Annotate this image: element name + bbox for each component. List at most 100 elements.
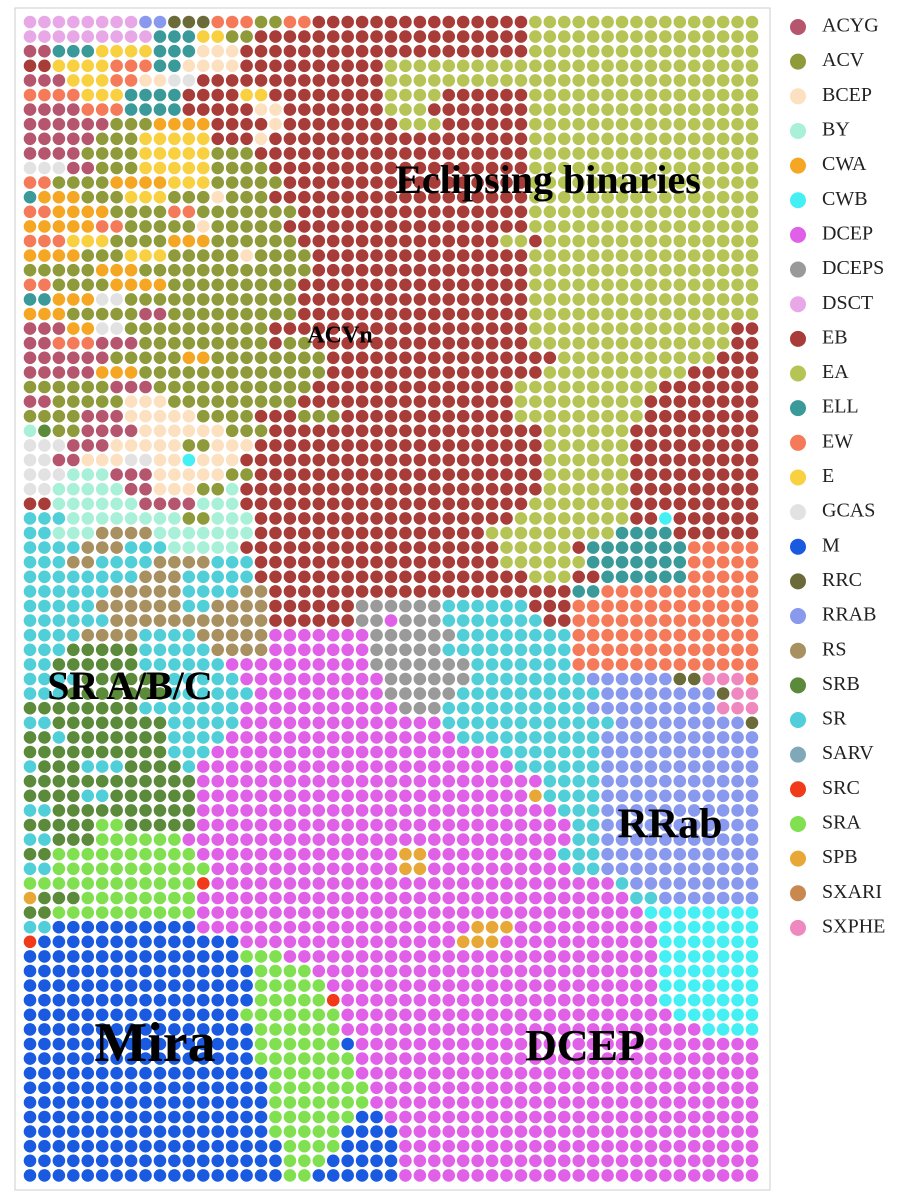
cell-dot [399,789,412,803]
cell-dot [168,789,181,803]
cell-dot [298,1052,311,1065]
cell-dot [312,249,326,262]
cell-dot [81,818,95,832]
cell-dot [341,409,354,423]
cell-dot [124,993,138,1007]
cell-dot [442,745,456,759]
cell-dot [673,103,687,116]
cell-dot [630,789,643,803]
cell-dot [485,1096,499,1109]
cell-dot [586,1023,600,1036]
cell-dot [687,351,701,365]
cell-dot [326,658,340,671]
cell-dot [557,1125,571,1138]
cell-dot [153,176,167,189]
cell-dot [745,132,759,146]
cell-dot [687,220,701,233]
cell-dot [471,643,484,657]
cell-dot [673,88,687,102]
cell-dot [341,336,354,350]
cell-dot [355,44,369,58]
cell-dot [586,15,600,29]
cell-dot [139,59,152,73]
cell-dot [630,950,643,963]
cell-dot [630,351,643,365]
cell-dot [298,979,311,992]
cell-dot [355,877,369,890]
cell-dot [81,716,95,730]
cell-dot [81,906,95,919]
cell-dot [615,1008,629,1022]
cell-dot [211,833,225,846]
cell-dot [153,643,167,657]
cell-dot [543,497,557,511]
cell-dot [124,1081,138,1095]
cell-dot [500,920,513,934]
cell-dot [211,74,225,87]
cell-dot [67,1037,80,1051]
cell-dot [442,672,456,686]
cell-dot [182,117,196,131]
cell-dot [384,877,398,890]
cell-dot [442,614,456,627]
cell-dot [716,979,730,992]
cell-dot [312,380,326,394]
cell-dot [428,628,441,642]
cell-dot [413,190,427,204]
cell-dot [514,1154,528,1168]
cell-dot [211,935,225,949]
cell-dot [514,336,528,350]
cell-dot [341,541,354,554]
cell-dot [514,1066,528,1080]
cell-dot [543,804,557,817]
cell-dot [370,366,383,379]
cell-dot [254,847,268,861]
cell-dot [673,278,687,292]
cell-dot [557,789,571,803]
cell-dot [153,716,167,730]
cell-dot [543,745,557,759]
cell-dot [312,760,326,773]
cell-dot [355,672,369,686]
cell-dot [572,643,586,657]
cell-dot [370,818,383,832]
cell-dot [384,1139,398,1153]
cell-dot [745,1023,759,1036]
cell-dot [644,234,658,248]
cell-dot [428,512,441,525]
cell-dot [341,395,354,408]
cell-dot [298,833,311,846]
cell-dot [341,1139,354,1153]
cell-dot [355,497,369,511]
cell-dot [168,731,181,744]
cell-dot [168,482,181,496]
cell-dot [341,453,354,467]
cell-dot [52,234,66,248]
cell-dot [731,789,744,803]
cell-dot [644,132,658,146]
cell-dot [168,497,181,511]
cell-dot [514,774,528,788]
cell-dot [52,643,66,657]
cell-dot [240,117,253,131]
cell-dot [139,15,152,29]
cell-dot [456,336,470,350]
cell-dot [557,512,571,525]
cell-dot [716,585,730,598]
cell-dot [716,293,730,306]
cell-dot [471,220,484,233]
cell-dot [673,993,687,1007]
cell-dot [456,993,470,1007]
cell-dot [67,44,80,58]
cell-dot [326,891,340,905]
cell-dot [716,190,730,204]
cell-dot [500,993,513,1007]
cell-dot [23,1096,37,1109]
cell-dot [716,555,730,569]
cell-dot [514,555,528,569]
cell-dot [500,336,513,350]
cell-dot [211,599,225,613]
cell-dot [240,862,253,876]
cell-dot [529,190,542,204]
cell-dot [240,614,253,627]
